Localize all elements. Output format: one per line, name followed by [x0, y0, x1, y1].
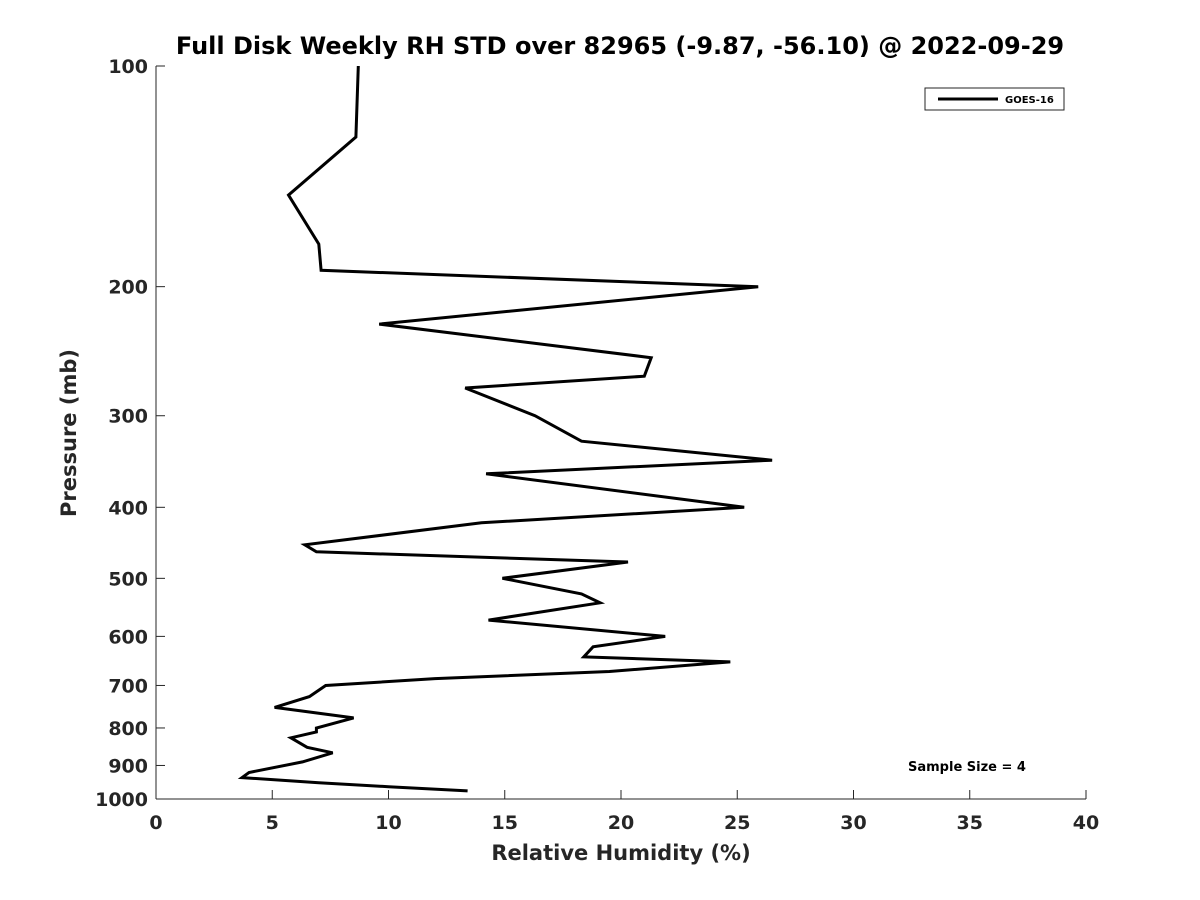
- y-tick-label: 600: [108, 626, 148, 648]
- y-tick-label: 200: [108, 277, 148, 299]
- x-tick-label: 30: [840, 812, 866, 834]
- y-ticks: 100 200 300 400 500 600 700 800 900 1000: [95, 56, 165, 811]
- series-line-goes-16: [237, 65, 773, 793]
- x-tick-label: 5: [266, 812, 279, 834]
- legend: GOES-16: [924, 87, 1065, 111]
- chart-title: Full Disk Weekly RH STD over 82965 (-9.8…: [176, 32, 1064, 60]
- y-tick-label: 100: [108, 56, 148, 78]
- x-tick-label: 35: [957, 812, 983, 834]
- y-tick-label: 900: [108, 755, 148, 777]
- x-tick-label: 10: [375, 812, 401, 834]
- x-tick-label: 20: [608, 812, 634, 834]
- x-tick-label: 25: [724, 812, 750, 834]
- sample-size-annotation: Sample Size = 4: [908, 760, 1026, 775]
- y-tick-label: 700: [108, 675, 148, 697]
- x-tick-label: 15: [492, 812, 518, 834]
- x-tick-label: 40: [1073, 812, 1099, 834]
- legend-label-goes-16: GOES-16: [1005, 95, 1054, 106]
- y-tick-label: 1000: [95, 789, 148, 811]
- y-axis-label: Pressure (mb): [57, 349, 81, 517]
- y-tick-label: 400: [108, 497, 148, 519]
- y-tick-label: 300: [108, 406, 148, 428]
- x-ticks: 0 5 10 15 20 25 30 35 40: [149, 790, 1099, 834]
- x-tick-label: 0: [149, 812, 162, 834]
- x-axis-label: Relative Humidity (%): [491, 841, 750, 865]
- y-tick-label: 800: [108, 718, 148, 740]
- y-tick-label: 500: [108, 568, 148, 590]
